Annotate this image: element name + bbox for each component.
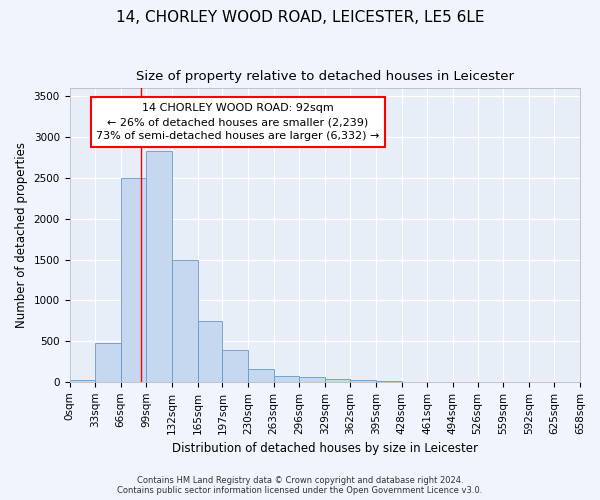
Bar: [95, 342, 121, 382]
Bar: [299, 378, 325, 382]
Bar: [325, 378, 350, 382]
Bar: [350, 380, 376, 382]
Bar: [197, 320, 223, 382]
Bar: [248, 369, 274, 382]
Bar: [70, 380, 95, 382]
Title: Size of property relative to detached houses in Leicester: Size of property relative to detached ho…: [136, 70, 514, 83]
Bar: [223, 350, 248, 382]
X-axis label: Distribution of detached houses by size in Leicester: Distribution of detached houses by size …: [172, 442, 478, 455]
Text: 14 CHORLEY WOOD ROAD: 92sqm
← 26% of detached houses are smaller (2,239)
73% of : 14 CHORLEY WOOD ROAD: 92sqm ← 26% of det…: [96, 103, 380, 141]
Bar: [146, 151, 172, 382]
Text: 14, CHORLEY WOOD ROAD, LEICESTER, LE5 6LE: 14, CHORLEY WOOD ROAD, LEICESTER, LE5 6L…: [116, 10, 484, 25]
Bar: [172, 260, 197, 382]
Bar: [376, 381, 401, 382]
Text: Contains HM Land Registry data © Crown copyright and database right 2024.
Contai: Contains HM Land Registry data © Crown c…: [118, 476, 482, 495]
Y-axis label: Number of detached properties: Number of detached properties: [15, 142, 28, 328]
Bar: [274, 376, 299, 382]
Bar: [121, 178, 146, 382]
